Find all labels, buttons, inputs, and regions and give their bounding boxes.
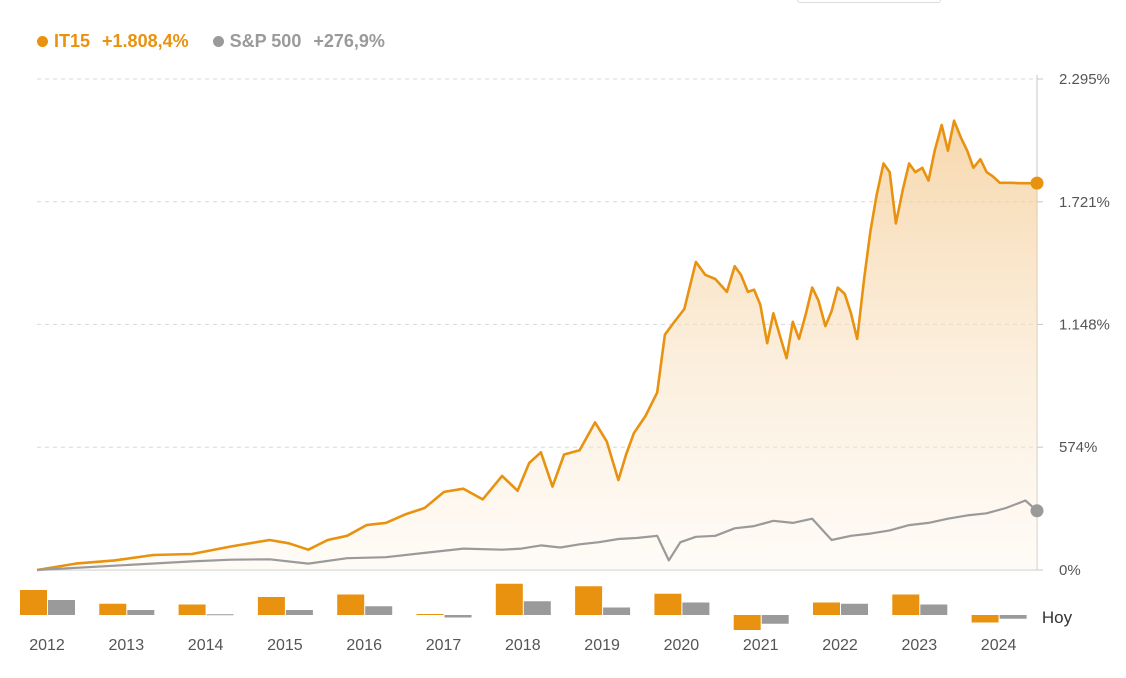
y-tick-label: 2.295% <box>1059 71 1110 88</box>
annual-bar-sp500 <box>999 615 1027 619</box>
legend-item-it15[interactable]: IT15 +1.808,4% <box>37 31 189 52</box>
annual-bar-sp500 <box>682 602 710 615</box>
annual-bar-sp500 <box>523 601 551 615</box>
annual-bar-sp500 <box>761 615 789 624</box>
end-point-it15 <box>1030 176 1044 190</box>
annual-bar-sp500 <box>206 614 234 616</box>
legend-item-sp500[interactable]: S&P 500 +276,9% <box>212 30 385 52</box>
annual-bar-it15 <box>575 586 603 615</box>
x-tick-label: 2021 <box>743 637 779 654</box>
annual-bar-sp500 <box>285 610 313 615</box>
series-line-it15 <box>36 119 1038 572</box>
annual-bar-sp500 <box>603 607 631 615</box>
annual-bar-sp500 <box>48 600 75 615</box>
legend-dot-it15 <box>37 35 48 47</box>
annual-bar-it15 <box>495 583 523 615</box>
legend-name-sp500: S&P 500 <box>229 30 302 51</box>
legend-change-sp500: +276,9% <box>313 30 385 51</box>
annual-bar-it15 <box>337 594 365 615</box>
annual-bar-it15 <box>971 615 999 623</box>
x-tick-label: 2024 <box>981 637 1017 654</box>
annual-bar-sp500 <box>127 610 155 615</box>
y-tick-label: 1.148% <box>1059 316 1110 333</box>
annual-bar-sp500 <box>920 604 948 615</box>
chart-legend: IT15 +1.808,4% S&P 500 +276,9% <box>37 28 409 54</box>
annual-bar-it15 <box>416 614 444 615</box>
series-line-sp500 <box>36 499 1038 572</box>
annual-bar-it15 <box>654 593 682 615</box>
x-tick-label: 2023 <box>902 637 938 654</box>
x-tick-label: 2013 <box>109 637 145 654</box>
annual-bar-sp500 <box>365 606 393 615</box>
legend-dot-sp500 <box>212 35 224 47</box>
x-tick-label: 2017 <box>426 637 462 654</box>
annual-bar-it15 <box>178 604 206 615</box>
annual-bar-it15 <box>733 615 761 630</box>
x-tick-label: 2012 <box>29 637 65 654</box>
x-tick-label: 2022 <box>822 637 858 654</box>
annual-bar-it15 <box>257 597 285 615</box>
annual-bar-it15 <box>813 602 840 615</box>
x-tick-label: 2015 <box>267 637 303 654</box>
end-point-sp500 <box>1030 504 1044 518</box>
x-tick-label: 2019 <box>584 637 620 654</box>
top-control-edge <box>797 0 941 3</box>
annual-bar-sp500 <box>444 615 472 618</box>
x-tick-label: 2016 <box>346 637 382 654</box>
annual-bar-sp500 <box>841 603 868 615</box>
x-tick-label: 2020 <box>664 637 700 654</box>
legend-change-it15: +1.808,4% <box>102 30 189 51</box>
annual-bar-it15 <box>892 594 920 615</box>
y-tick-label: 574% <box>1059 439 1097 456</box>
x-tick-label: 2014 <box>188 637 224 654</box>
annual-bar-it15 <box>20 590 47 615</box>
today-label: Hoy <box>1042 608 1073 627</box>
y-tick-label: 1.721% <box>1059 194 1110 211</box>
area-it15 <box>37 120 1037 570</box>
annual-bar-it15 <box>99 603 127 615</box>
y-tick-label: 0% <box>1059 562 1081 579</box>
legend-name-it15: IT15 <box>54 30 91 51</box>
x-tick-label: 2018 <box>505 637 541 654</box>
